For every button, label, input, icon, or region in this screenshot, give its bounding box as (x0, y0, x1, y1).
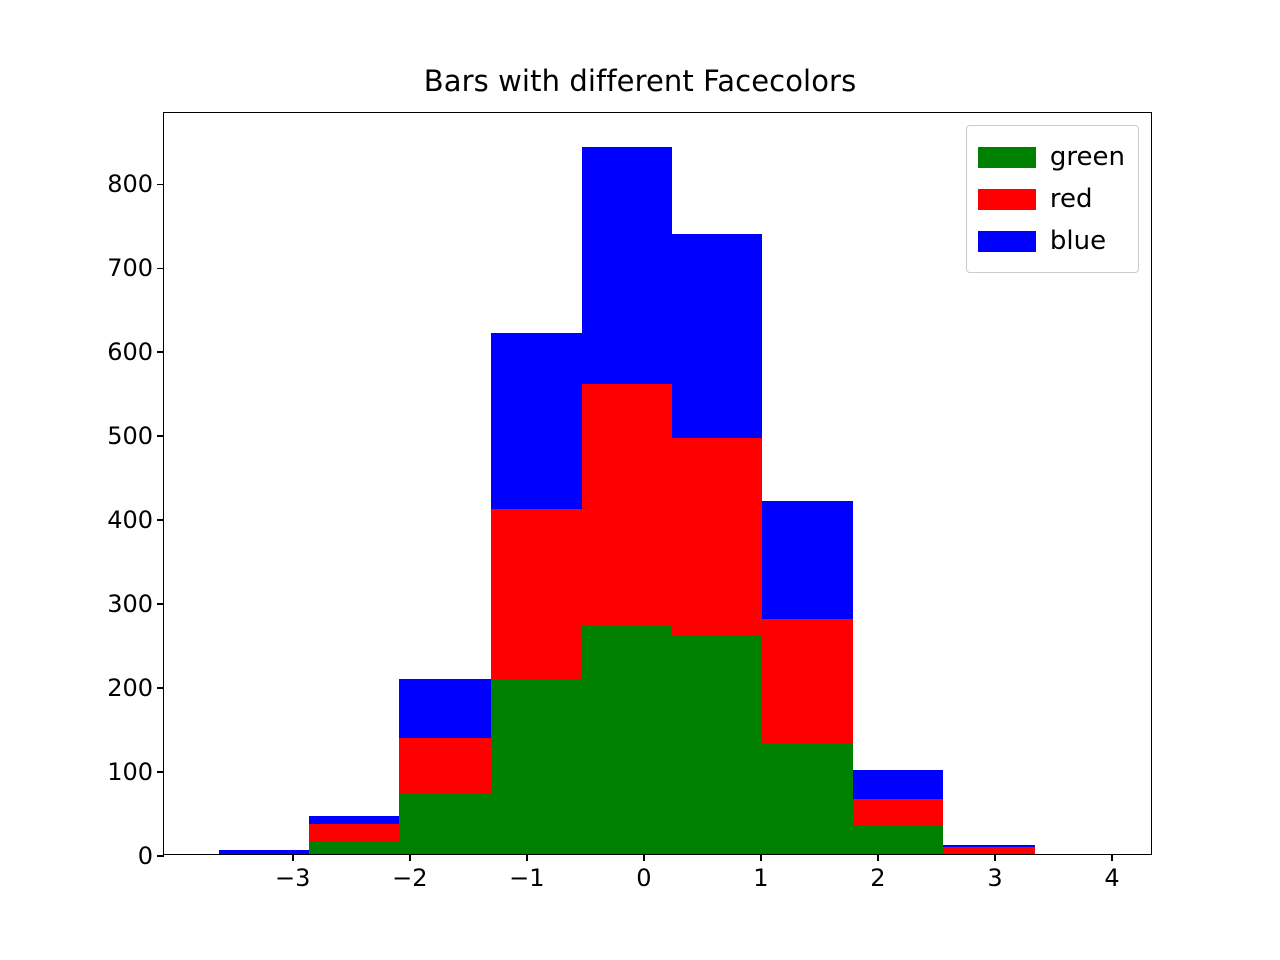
legend-item-green: green (977, 136, 1125, 178)
bar-segment-green (309, 840, 400, 854)
y-tick-label: 800 (107, 170, 153, 199)
bar-stack (490, 113, 582, 854)
x-tick-label: −2 (392, 864, 428, 892)
x-tick-mark (994, 854, 996, 861)
y-tick-label: 200 (107, 674, 153, 703)
y-tick-label: 400 (107, 506, 153, 535)
y-tick-mark (157, 435, 164, 438)
legend-label: green (1049, 142, 1125, 172)
bar-stack (399, 113, 491, 854)
x-tick-label: −1 (509, 864, 545, 892)
histogram-bars (164, 113, 1151, 854)
chart-title: Bars with different Facecolors (423, 64, 857, 98)
x-tick-mark (1111, 854, 1113, 861)
x-tick-mark (643, 854, 645, 861)
legend-swatch-green (977, 146, 1036, 168)
bar-stack (219, 113, 310, 854)
bar-stack (762, 113, 854, 854)
legend-swatch-blue (977, 230, 1036, 252)
bar-stack (853, 113, 944, 854)
legend-box: green red blue (965, 125, 1139, 273)
x-tick-mark (526, 854, 528, 861)
y-tick-mark (157, 267, 164, 270)
bar-stack (581, 113, 672, 854)
y-tick-mark (157, 519, 164, 521)
y-tick-mark (157, 183, 164, 186)
legend-label: red (1049, 184, 1093, 214)
legend-item-red: red (977, 178, 1125, 220)
y-tick-mark (157, 351, 164, 354)
legend-item-blue: blue (977, 220, 1125, 262)
y-tick-mark (157, 687, 164, 689)
bar-stack (943, 113, 1035, 854)
x-tick-label: 3 (987, 864, 1003, 892)
y-tick-mark (157, 855, 164, 857)
y-tick-label: 500 (107, 422, 153, 451)
y-tick-label: 0 (137, 842, 153, 870)
bar-segment-green (490, 678, 582, 854)
y-tick-label: 300 (107, 590, 153, 619)
x-tick-label: 4 (1104, 864, 1120, 892)
x-tick-mark (760, 854, 762, 861)
bar-segment-green (581, 625, 672, 854)
x-tick-mark (291, 854, 294, 861)
y-tick-label: 700 (107, 254, 153, 283)
bar-segment-green (853, 825, 944, 854)
bar-segment-blue (219, 849, 310, 854)
bar-stack (671, 113, 763, 854)
bar-segment-green (671, 635, 763, 854)
bar-segment-green (399, 794, 491, 854)
y-tick-mark (157, 771, 164, 773)
x-tick-label: 1 (753, 864, 769, 892)
bar-segment-red (943, 847, 1035, 854)
plot-axes: 0 100 200 300 400 500 600 700 800 −3 −2 −1 0 1 2 3 4 gr… (107, 112, 1152, 890)
y-tick-label: 100 (107, 758, 153, 787)
legend-label: blue (1049, 226, 1107, 256)
y-tick-mark (157, 603, 164, 605)
x-tick-label: 0 (636, 864, 652, 892)
x-tick-label: 2 (870, 864, 886, 892)
bar-segment-green (762, 743, 854, 854)
x-tick-label: −3 (275, 864, 311, 892)
y-tick-label: 600 (107, 338, 153, 367)
x-tick-mark (408, 854, 411, 861)
bar-stack (309, 113, 400, 854)
legend-swatch-red (977, 188, 1036, 210)
x-tick-mark (877, 854, 879, 861)
